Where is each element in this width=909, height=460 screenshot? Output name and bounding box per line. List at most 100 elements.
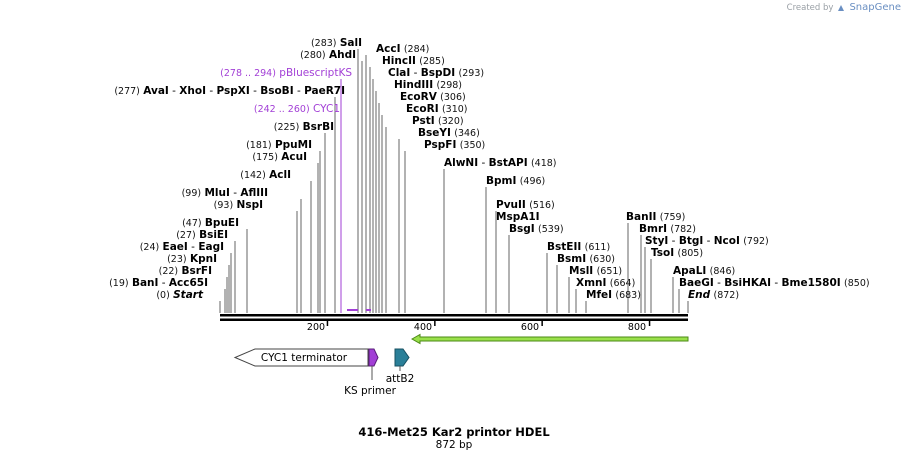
site-position: (320) [438,116,464,127]
site-name: PvuII [496,199,526,211]
site-name: BspDI [421,67,455,79]
site-label[interactable]: HindIII (298) [394,79,462,91]
site-label[interactable]: MfeI (683) [586,289,641,301]
site-position: (611) [585,242,611,253]
site-label[interactable]: HincII (285) [382,55,445,67]
site-name: BstEII [547,241,581,253]
site-position: (0) [156,290,169,301]
site-label[interactable]: (142) AclI [240,169,291,181]
site-label[interactable]: (27) BsiEI [176,229,228,241]
site-position: (850) [844,278,870,289]
site-label[interactable]: EcoRI (310) [406,103,468,115]
site-label[interactable]: BseYI (346) [418,127,480,139]
site-label[interactable]: MspA1I [496,211,540,223]
ks-primer-label: KS primer [344,385,396,397]
site-name: ClaI [388,67,410,79]
site-label[interactable]: (0) Start [156,289,204,301]
site-label[interactable]: (47) BpuEI [182,217,239,229]
site-name: EcoRI [406,103,439,115]
site-name: AflIII [240,187,268,199]
site-label[interactable]: PvuII (516) [496,199,555,211]
site-position: (19) [109,278,129,289]
site-name: BanII [626,211,656,223]
site-label[interactable]: BmrI (782) [639,223,696,235]
site-label[interactable]: (175) AcuI [252,151,307,163]
feature-attB2[interactable]: attB2 [386,348,415,385]
snapgene-credit: Created by SnapGene [787,2,901,13]
site-label[interactable]: (283) SalI [311,37,362,49]
feature-green-arrow[interactable] [410,333,689,345]
site-name: AhdI [329,49,356,61]
site-name: TsoI [651,247,674,259]
site-position: (175) [252,152,278,163]
site-label[interactable]: (278 .. 294) pBluescriptKS [220,67,352,79]
site-lines [219,49,689,313]
tick-mark-600 [541,321,543,326]
site-label[interactable]: End (872) [688,289,739,301]
site-label[interactable]: EcoRV (306) [400,91,466,103]
site-name: - [169,85,179,97]
site-name: BpuEI [205,217,239,229]
tick-label-200: 200 [307,322,325,333]
site-label[interactable]: BpmI (496) [486,175,545,187]
site-label[interactable]: AlwNI - BstAPI (418) [444,157,557,169]
site-label[interactable]: (181) PpuMI [246,139,312,151]
feature-extent-mark [366,309,371,311]
site-name: BmrI [639,223,667,235]
site-name: AlwNI [444,157,478,169]
site-position: (277) [114,86,140,97]
site-label[interactable]: ClaI - BspDI (293) [388,67,484,79]
site-position: (346) [454,128,480,139]
tick-mark-400 [434,321,436,326]
site-label[interactable]: StyI - BtgI - NcoI (792) [645,235,769,247]
site-label[interactable]: MslI (651) [569,265,622,277]
tick-mark-200 [326,321,329,326]
site-name: - [478,157,488,169]
site-position: (242 .. 260) [254,104,310,115]
site-label[interactable]: PstI (320) [412,115,464,127]
site-name: - [294,85,304,97]
site-name: PspXI [216,85,249,97]
site-label[interactable]: XmnI (664) [576,277,635,289]
site-name: PstI [412,115,435,127]
site-label[interactable]: BsgI (539) [509,223,564,235]
site-position: (418) [531,158,557,169]
site-name: - [158,277,168,289]
site-label[interactable]: ApaLI (846) [673,265,735,277]
site-name: - [250,85,260,97]
site-position: (24) [140,242,160,253]
site-label[interactable]: (280) AhdI [300,49,356,61]
feature-cyc1-terminator[interactable]: CYC1 terminator [233,348,369,367]
site-label[interactable]: BsmI (630) [557,253,615,265]
site-label[interactable]: AccI (284) [376,43,429,55]
site-name: - [714,277,724,289]
site-label[interactable]: BanII (759) [626,211,685,223]
site-label[interactable]: BstEII (611) [547,241,610,253]
site-label[interactable]: (22) BsrFI [159,265,212,277]
site-label[interactable]: (277) AvaI - XhoI - PspXI - BsoBI - PaeR… [114,85,345,97]
site-name: XmnI [576,277,606,289]
site-position: (496) [520,176,546,187]
site-name: AcuI [281,151,307,163]
site-name: BsgI [509,223,535,235]
site-position: (225) [274,122,300,133]
site-label[interactable]: (99) MluI - AflIII [182,187,268,199]
site-label[interactable]: PspFI (350) [424,139,485,151]
site-name: MspA1I [496,211,540,223]
site-position: (280) [300,50,326,61]
site-position: (285) [419,56,445,67]
site-label[interactable]: (23) KpnI [167,253,217,265]
site-label[interactable]: BaeGI - BsiHKAI - Bme1580I (850) [679,277,870,289]
feature-extent-mark [347,309,358,311]
site-name: NcoI [714,235,740,247]
site-position: (516) [529,200,555,211]
feature-ks-primer[interactable]: KS primer [344,348,397,397]
site-label[interactable]: (24) EaeI - EagI [140,241,224,253]
site-label[interactable]: (242 .. 260) CYC1 [254,103,340,115]
site-label[interactable]: (19) BanI - Acc65I [109,277,208,289]
site-label[interactable]: (93) NspI [214,199,263,211]
site-label[interactable]: (225) BsrBI [274,121,334,133]
site-label[interactable]: TsoI (805) [651,247,703,259]
site-name: BseYI [418,127,451,139]
site-position: (27) [176,230,196,241]
